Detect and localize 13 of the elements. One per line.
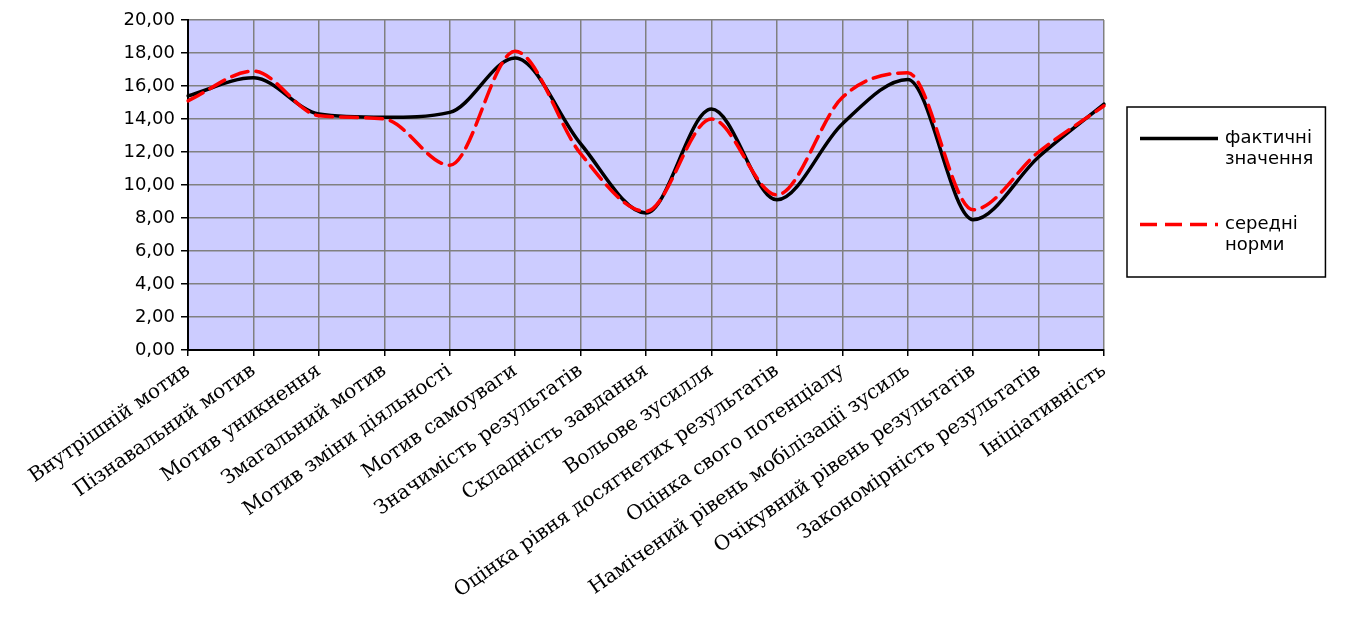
y-tick-label: 20,00 xyxy=(123,7,175,29)
y-tick-label: 10,00 xyxy=(123,172,175,194)
y-tick-label: 0,00 xyxy=(134,337,175,359)
y-tick-label: 6,00 xyxy=(134,238,175,260)
y-tick-label: 8,00 xyxy=(134,205,175,227)
legend-label: фактичні значення xyxy=(1225,126,1314,169)
y-tick-label: 14,00 xyxy=(123,106,175,128)
y-tick-label: 18,00 xyxy=(123,40,175,62)
y-tick-label: 4,00 xyxy=(134,271,175,293)
y-tick-label: 12,00 xyxy=(123,139,175,161)
legend-label: середні норми xyxy=(1225,212,1298,255)
y-tick-label: 2,00 xyxy=(134,304,175,326)
y-tick-label: 16,00 xyxy=(123,73,175,95)
